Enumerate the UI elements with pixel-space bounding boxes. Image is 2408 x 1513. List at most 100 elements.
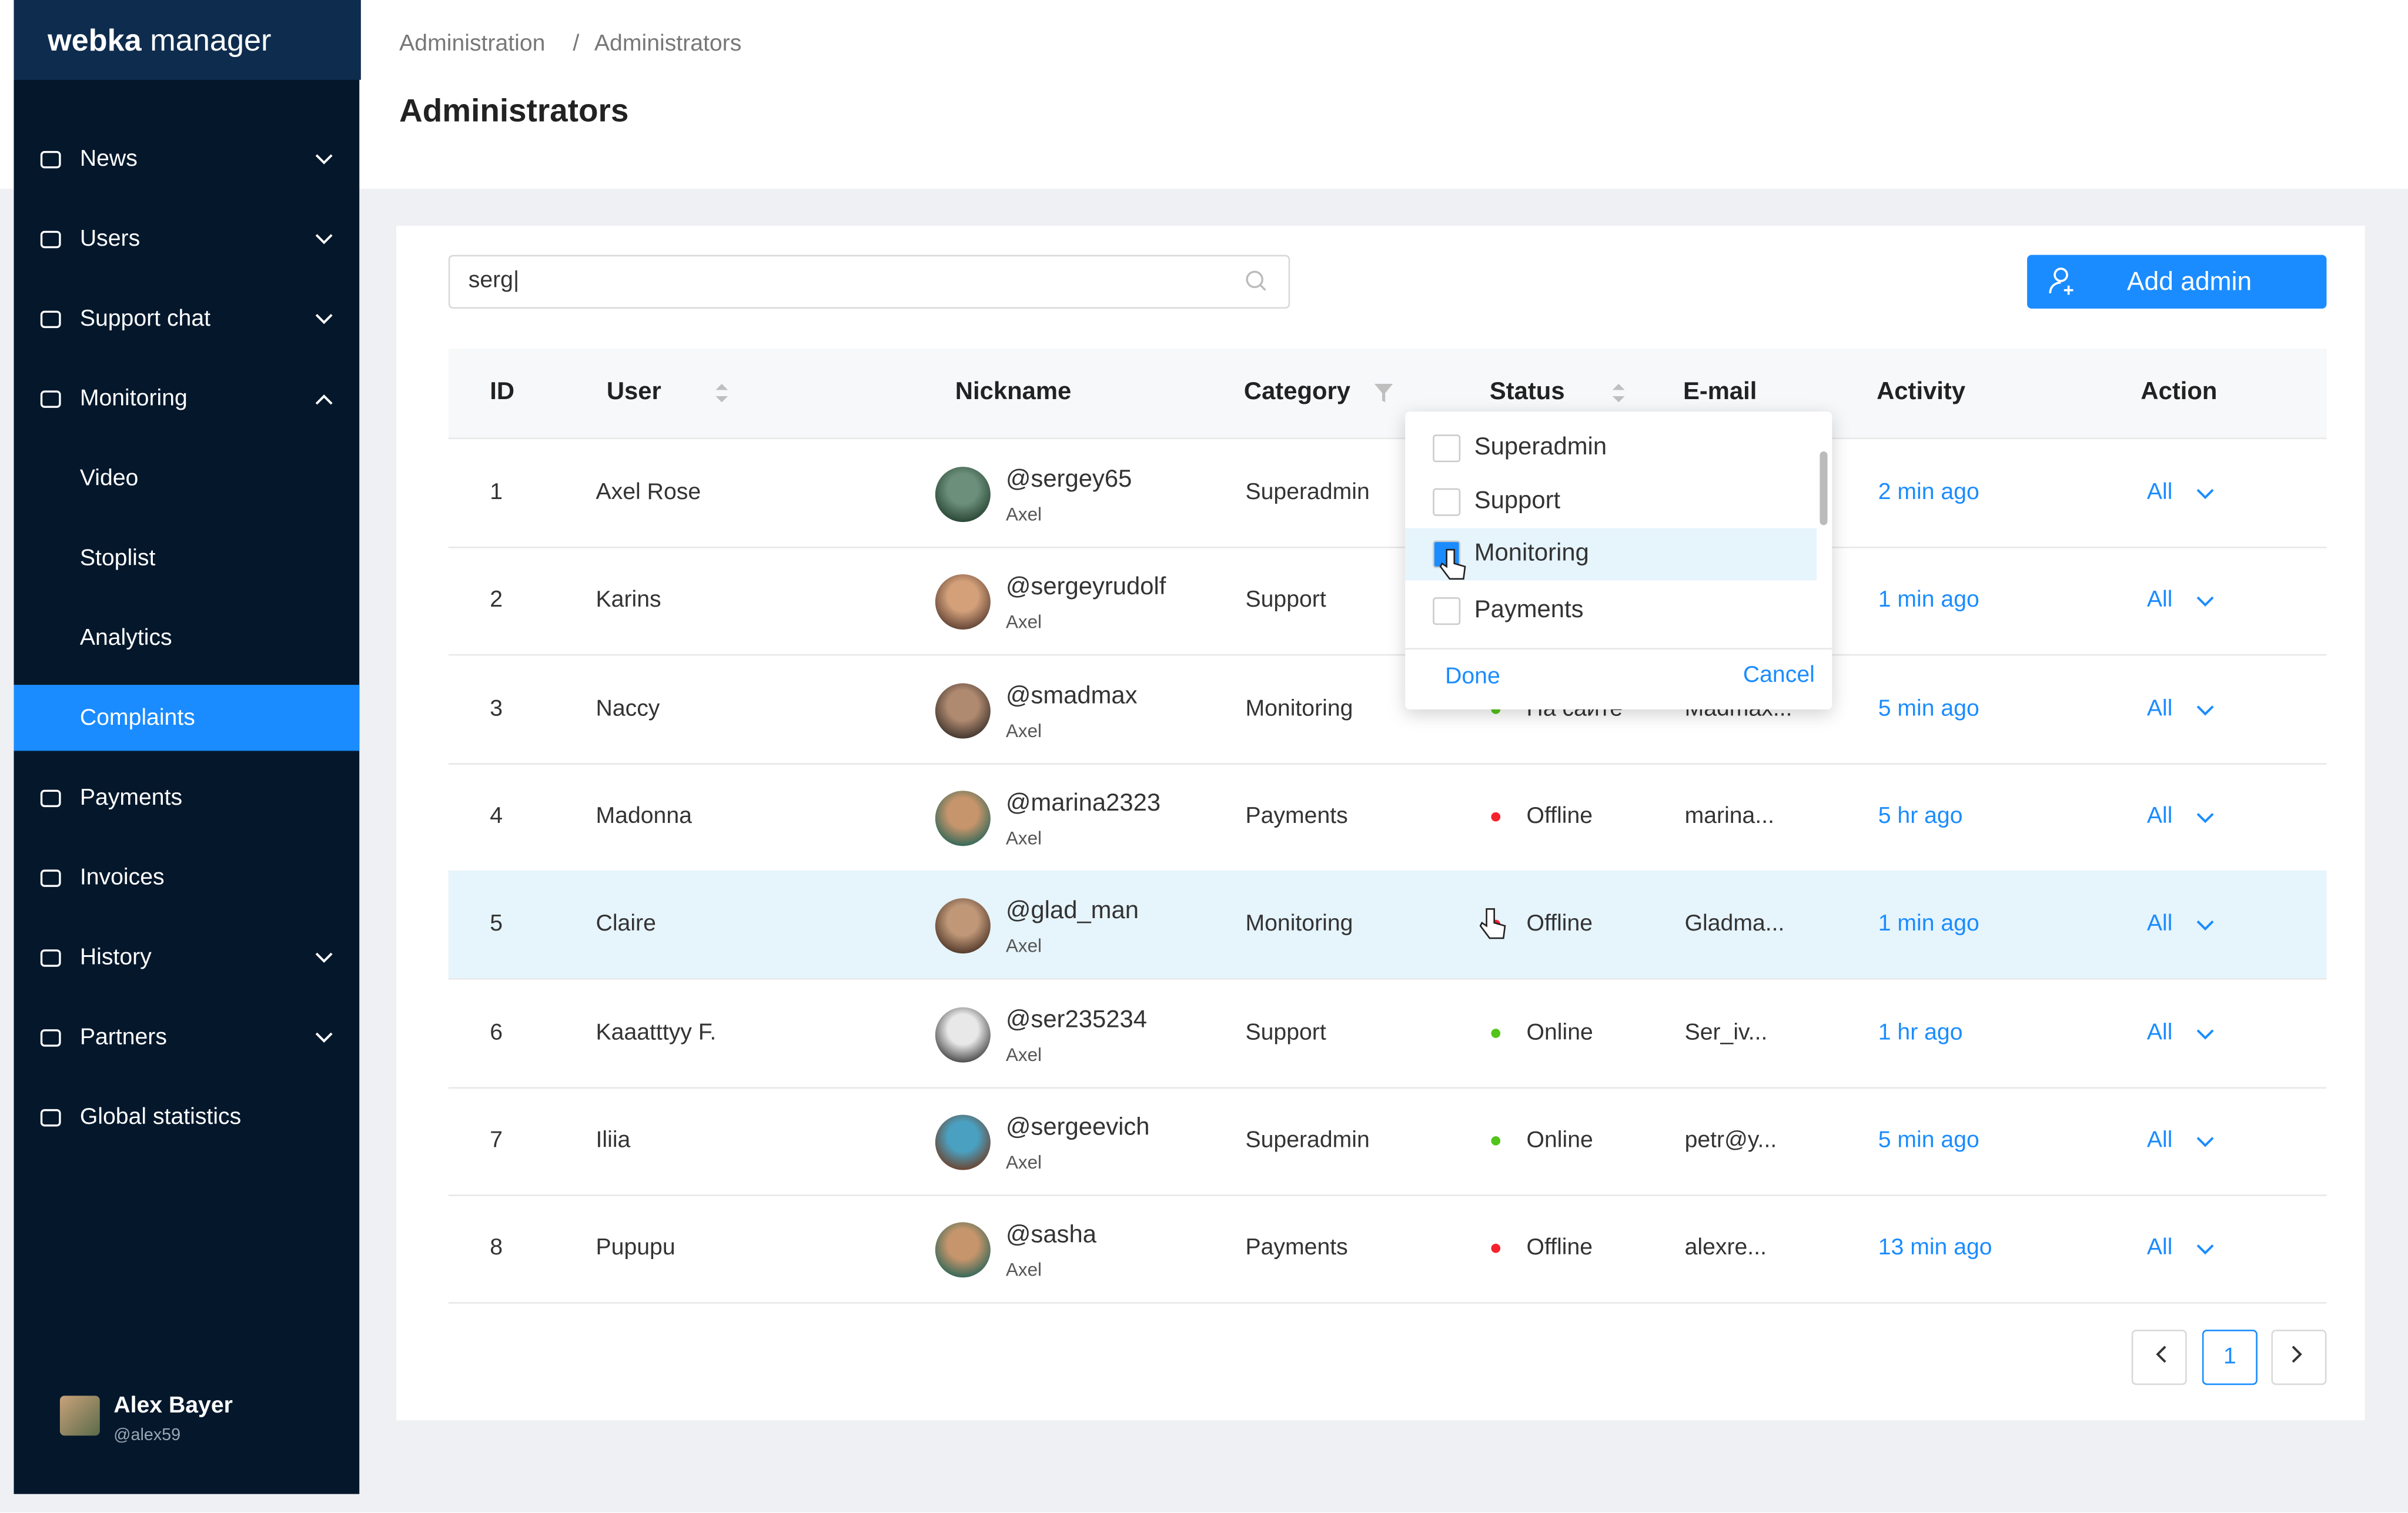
cell-activity[interactable]: 13 min ago (1878, 1234, 1992, 1261)
status-dot (1491, 1244, 1501, 1253)
column-header[interactable]: User (606, 379, 661, 406)
cell-nickname: @marina2323 (1005, 790, 1161, 817)
page-current[interactable] (2202, 1330, 2258, 1385)
cell-nickname: @glad_man (1005, 898, 1139, 925)
cell-nickname: @smadmax (1005, 682, 1138, 709)
avatar (935, 467, 991, 523)
menu-item[interactable]: Invoices (79, 864, 165, 891)
cell-action[interactable]: All (2146, 911, 2173, 937)
cell-action[interactable]: All (2146, 479, 2173, 506)
cell-id: 2 (490, 587, 503, 614)
menu-item[interactable]: Analytics (79, 625, 172, 651)
cell-activity[interactable]: 5 hr ago (1878, 802, 1963, 829)
row-divider (448, 1302, 2327, 1304)
menu-item[interactable]: Users (79, 225, 141, 252)
menu-item[interactable]: News (79, 146, 138, 172)
menu-item[interactable]: History (79, 944, 152, 970)
cell-category: Superadmin (1245, 1126, 1370, 1153)
cell-action[interactable]: All (2146, 695, 2173, 721)
row-divider (448, 1194, 2327, 1196)
cell-nickname: @ser235234 (1005, 1006, 1147, 1033)
cell-activity[interactable]: 1 min ago (1878, 587, 1979, 614)
menu-item[interactable]: Support chat (79, 305, 211, 332)
cell-nickname: @sasha (1005, 1222, 1096, 1248)
menu-item[interactable]: Monitoring (79, 385, 188, 412)
column-header[interactable]: E-mail (1683, 379, 1757, 406)
cell-action[interactable]: All (2146, 1126, 2173, 1153)
cell-category: Monitoring (1245, 911, 1353, 937)
dropdown-divider (1405, 648, 1832, 650)
cell-email: marina... (1684, 802, 1775, 829)
option-label[interactable]: Monitoring (1474, 540, 1589, 567)
column-header[interactable]: Action (2141, 379, 2218, 406)
option-highlight (1405, 528, 1817, 581)
cell-id: 7 (490, 1126, 503, 1153)
add-admin-button[interactable] (2027, 255, 2327, 309)
cell-email: alexre... (1684, 1234, 1767, 1261)
column-header[interactable]: ID (490, 379, 515, 406)
status-dot (1491, 812, 1501, 822)
search-box[interactable] (448, 255, 1290, 309)
row-divider (448, 762, 2327, 764)
user-name: Alex Bayer (113, 1393, 233, 1419)
menu-item[interactable]: Stoplist (79, 545, 156, 571)
row-highlight (448, 871, 2327, 979)
menu-item[interactable]: Global statistics (79, 1104, 242, 1130)
cell-category: Payments (1245, 1234, 1348, 1261)
cell-action[interactable]: All (2146, 1019, 2173, 1045)
menu-item[interactable]: Payments (79, 784, 183, 811)
add-user-icon (2049, 267, 2073, 295)
chevron-down (2196, 597, 2214, 607)
chevron-down (315, 1032, 333, 1043)
breadcrumb[interactable]: Administrators (594, 31, 742, 57)
avatar (935, 574, 991, 630)
cell-activity[interactable]: 1 min ago (1878, 911, 1979, 937)
cell-id: 8 (490, 1234, 503, 1261)
column-header[interactable]: Nickname (955, 379, 1072, 406)
column-header[interactable]: Activity (1877, 379, 1966, 406)
checkbox[interactable] (1433, 434, 1461, 463)
avatar (935, 1006, 991, 1062)
chevron-down (2156, 1345, 2166, 1363)
cell-user: Kaaatttyy F. (596, 1019, 717, 1045)
column-header[interactable]: Status (1489, 379, 1565, 406)
menu-icon (40, 869, 61, 887)
cell-status: Online (1526, 1126, 1593, 1153)
brand-bar (14, 0, 361, 80)
cell-activity[interactable]: 5 min ago (1878, 695, 1979, 721)
row-divider (448, 978, 2327, 980)
cell-name: Axel (1005, 503, 1042, 525)
cell-action[interactable]: All (2146, 1234, 2173, 1261)
cancel-button[interactable]: Cancel (1743, 661, 1815, 688)
brand-light: manager (150, 24, 272, 59)
cell-activity[interactable]: 5 min ago (1878, 1126, 1979, 1153)
avatar (935, 1222, 991, 1278)
chevron-down (2196, 920, 2214, 931)
cell-activity[interactable]: 2 min ago (1878, 479, 1979, 506)
option-label[interactable]: Support (1474, 488, 1561, 515)
menu-item[interactable]: Video (79, 465, 139, 491)
menu-item[interactable]: Partners (79, 1024, 167, 1050)
cell-activity[interactable]: 1 hr ago (1878, 1019, 1963, 1045)
menu-item[interactable]: Complaints (79, 704, 195, 731)
chevron-down (2196, 1029, 2214, 1039)
cell-category: Payments (1245, 802, 1348, 829)
search-icon (1246, 270, 1266, 291)
chevron-down (2196, 812, 2214, 824)
menu-icon (40, 390, 61, 408)
chevron-down (315, 952, 333, 963)
option-label[interactable]: Payments (1474, 597, 1584, 624)
checkbox[interactable] (1433, 488, 1461, 516)
breadcrumb[interactable]: Administration (399, 31, 546, 57)
cell-action[interactable]: All (2146, 802, 2173, 829)
checkbox[interactable] (1433, 597, 1461, 625)
menu-icon (40, 949, 61, 967)
page-number[interactable]: 1 (2223, 1343, 2236, 1370)
cell-action[interactable]: All (2146, 587, 2173, 614)
table-header (448, 348, 2327, 440)
done-button[interactable]: Done (1445, 663, 1500, 689)
column-header[interactable]: Category (1243, 379, 1351, 406)
cell-email: Gladma... (1684, 911, 1785, 937)
brand-bold: webka (47, 24, 142, 59)
option-label[interactable]: Superadmin (1474, 434, 1607, 461)
